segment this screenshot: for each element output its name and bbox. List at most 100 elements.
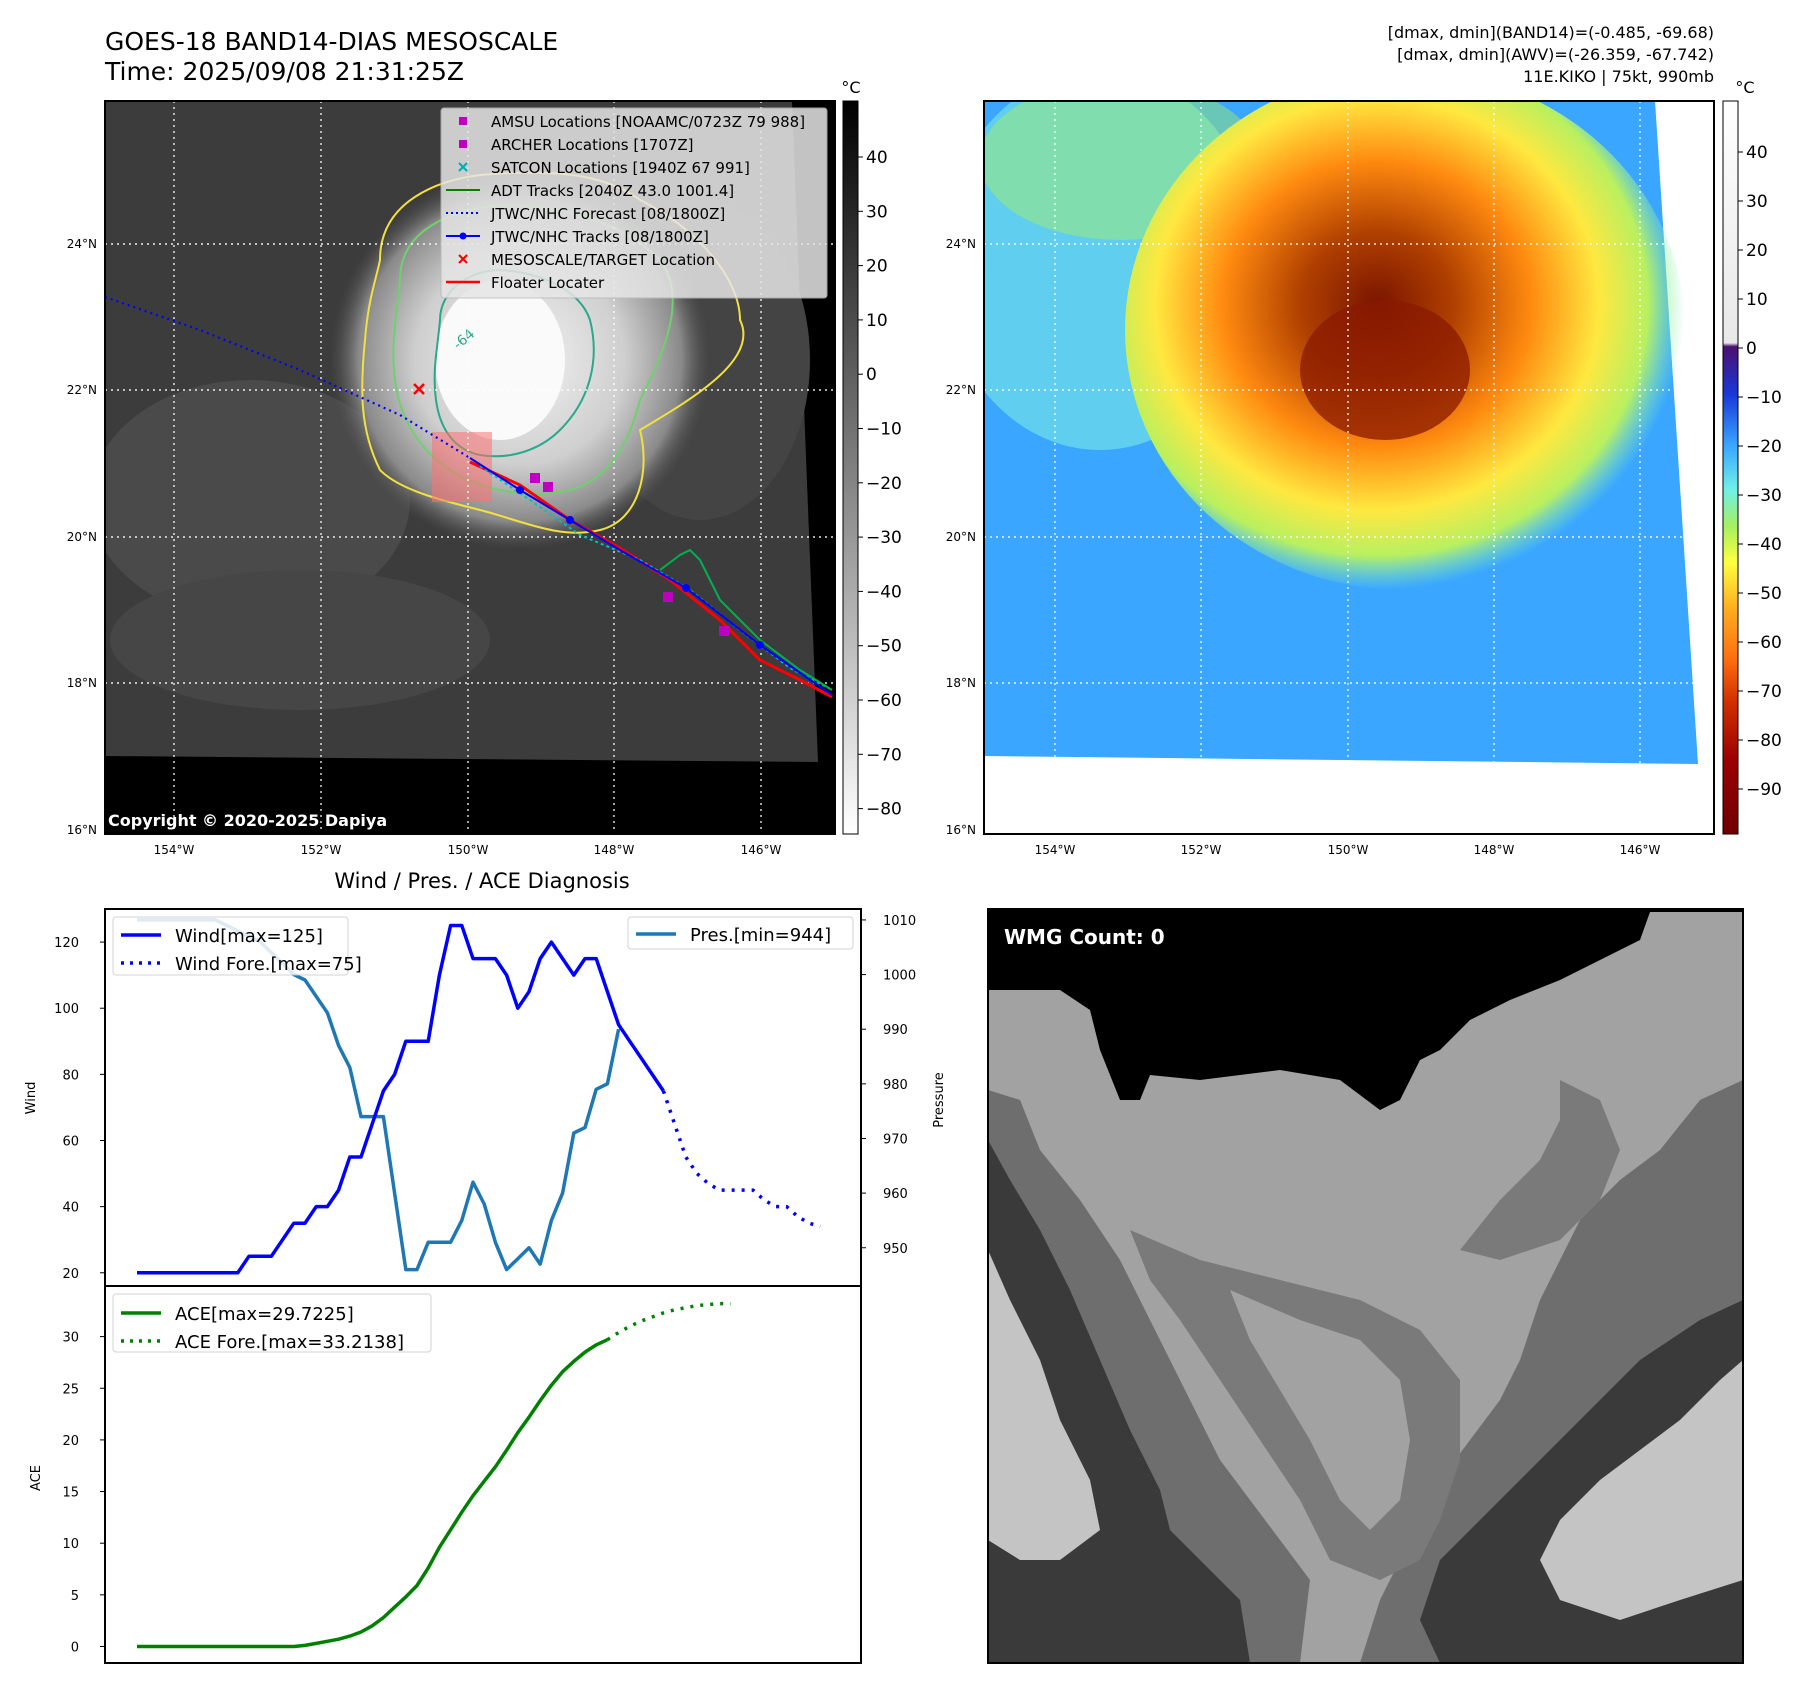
legend-label-amsu: AMSU Locations [NOAAMC/0723Z 79 988] — [491, 113, 805, 131]
lat-tick-label: 18°N — [946, 676, 976, 690]
wmg-frame — [987, 908, 1744, 1664]
awv-colorbar-ticks: 40 30 20 10 0 −10 −20 −30 −40 −50 −60 −70 −80 −90 — [1738, 143, 1782, 800]
colorbar-tick-label: −10 — [1746, 388, 1782, 408]
y-tick-label: 60 — [62, 1134, 79, 1149]
wmg-mid-upper-right — [1460, 1080, 1620, 1260]
ace-legend: ACE[max=29.7225] ACE Fore.[max=33.2138] — [112, 1293, 432, 1353]
colorbar-tick-label: 40 — [866, 148, 888, 168]
ace-legend-label: ACE[max=29.7225] — [175, 1304, 354, 1325]
wmg-black-region — [988, 909, 1743, 1110]
colorbar-tick-label: −50 — [1746, 584, 1782, 604]
legend-marker-amsu — [459, 117, 467, 125]
lat-tick-label: 22°N — [946, 383, 976, 397]
y2-tick-label: 1010 — [883, 914, 916, 929]
diagnosis-title: Wind / Pres. / ACE Diagnosis — [334, 869, 629, 893]
forecast-track — [105, 295, 471, 459]
ace-series-line — [137, 1338, 609, 1649]
legend-marker-archer — [459, 140, 467, 148]
colorbar-tick-label: 30 — [1746, 192, 1768, 212]
lat-tick-label: 20°N — [67, 530, 97, 544]
colorbar-tick-label: −50 — [866, 637, 902, 657]
legend-label-adt: ADT Tracks [2040Z 43.0 1001.4] — [491, 182, 734, 200]
lat-tick-label: 16°N — [946, 823, 976, 837]
ir-colorbar: °C 40 30 20 10 0 −10 −20 −30 −40 −50 −60 −70 −80 — [841, 78, 902, 835]
y-tick-label: 0 — [71, 1640, 79, 1655]
legend-label-target: MESOSCALE/TARGET Location — [491, 251, 715, 269]
ir-lon-ticks: 154°W 152°W 150°W 148°W 146°W — [154, 843, 782, 857]
best-track-point — [566, 516, 574, 524]
ir-lat-ticks: 24°N 22°N 20°N 18°N 16°N — [67, 237, 97, 837]
awv-lon-ticks: 154°W 152°W 150°W 148°W 146°W — [1035, 843, 1661, 857]
awv-colorbar-unit: °C — [1735, 78, 1754, 97]
map-legend: AMSU Locations [NOAAMC/0723Z 79 988] ARC… — [440, 107, 828, 299]
y-tick-label: 100 — [54, 1002, 79, 1017]
colorbar-tick-label: 20 — [1746, 241, 1768, 261]
colorbar-tick-label: −80 — [1746, 731, 1782, 751]
legend-marker-tracks-dot — [459, 232, 467, 240]
lon-tick-label: 152°W — [1181, 843, 1222, 857]
colorbar-tick-label: −40 — [866, 582, 902, 602]
y-tick-label: 20 — [62, 1267, 79, 1282]
title-line-2: Time: 2025/09/08 21:31:25Z — [104, 57, 464, 86]
ir-cloud-texture-1 — [105, 380, 410, 620]
legend-marker-satcon — [458, 162, 468, 172]
ir-cold-core — [435, 280, 565, 440]
info-line-3: 11E.KIKO | 75kt, 990mb — [1523, 67, 1714, 86]
legend-label-forecast: JTWC/NHC Forecast [08/1800Z] — [490, 205, 725, 223]
colorbar-tick-label: 10 — [866, 311, 888, 331]
colorbar-tick-label: −80 — [866, 800, 902, 820]
lat-tick-label: 22°N — [67, 383, 97, 397]
wind-legend-label: Wind[max=125] — [175, 926, 323, 947]
colorbar-tick-label: −70 — [1746, 682, 1782, 702]
ir-map-frame — [104, 100, 836, 835]
y-tick-label: 120 — [54, 936, 79, 951]
lat-tick-label: 16°N — [67, 823, 97, 837]
awv-storm-core — [1300, 300, 1470, 440]
colorbar-tick-label: 0 — [866, 365, 877, 385]
colorbar-tick-label: −20 — [1746, 437, 1782, 457]
lon-tick-label: 152°W — [301, 843, 342, 857]
best-track-point — [682, 584, 690, 592]
legend-label-archer: ARCHER Locations [1707Z] — [491, 136, 694, 154]
wmg-label-box — [996, 917, 1180, 955]
info-line-2: [dmax, dmin](AWV)=(-26.359, -67.742) — [1397, 45, 1714, 64]
target-marker — [413, 383, 425, 395]
colorbar-tick-label: −30 — [866, 528, 902, 548]
colorbar-tick-label: −60 — [1746, 633, 1782, 653]
y-tick-label: 15 — [62, 1486, 79, 1501]
pressure-axis-ticks: 950 960 970 980 990 1000 1010 — [861, 914, 916, 1257]
lon-tick-label: 146°W — [741, 843, 782, 857]
colorbar-tick-label: 20 — [866, 257, 888, 277]
pressure-legend-label: Pres.[min=944] — [690, 925, 831, 946]
wmg-light-left — [988, 1250, 1100, 1560]
adt-track — [659, 548, 833, 691]
archer-marker — [543, 482, 553, 492]
y2-tick-label: 960 — [883, 1187, 908, 1202]
best-track-point — [756, 641, 764, 649]
legend-marker-target — [458, 254, 468, 264]
archer-marker — [663, 592, 673, 602]
colorbar-tick-label: −40 — [1746, 535, 1782, 555]
awv-colorbar: °C 40 30 20 10 0 −10 −20 −30 −40 −50 −60 −70 −80 −90 — [1722, 78, 1782, 835]
ace-forecast-legend-label: ACE Fore.[max=33.2138] — [175, 1332, 404, 1353]
wmg-count-label: WMG Count: 0 — [1004, 925, 1165, 949]
colorbar-tick-label: −90 — [1746, 780, 1782, 800]
colorbar-tick-label: −10 — [866, 420, 902, 440]
ir-colorbar-unit: °C — [841, 78, 860, 97]
pressure-axis-label: Pressure — [932, 1072, 947, 1128]
y-tick-label: 20 — [62, 1434, 79, 1449]
colorbar-tick-label: 0 — [1746, 339, 1757, 359]
lat-tick-label: 24°N — [946, 237, 976, 251]
colorbar-tick-label: −70 — [866, 745, 902, 765]
ace-lines — [137, 1301, 731, 1649]
y-tick-label: 25 — [62, 1382, 79, 1397]
wind-legend: Wind[max=125] Wind Fore.[max=75] — [112, 916, 362, 976]
y-tick-label: 40 — [62, 1201, 79, 1216]
lon-tick-label: 150°W — [448, 843, 489, 857]
wmg-light-right — [1540, 1360, 1743, 1620]
y-tick-label: 80 — [62, 1068, 79, 1083]
wind-pressure-chart: 20 40 60 80 100 120 950 960 970 980 990 1000 1010 W… — [24, 908, 947, 1287]
ir-gridlines — [105, 101, 835, 834]
wind-forecast-legend-label: Wind Fore.[max=75] — [175, 954, 362, 975]
